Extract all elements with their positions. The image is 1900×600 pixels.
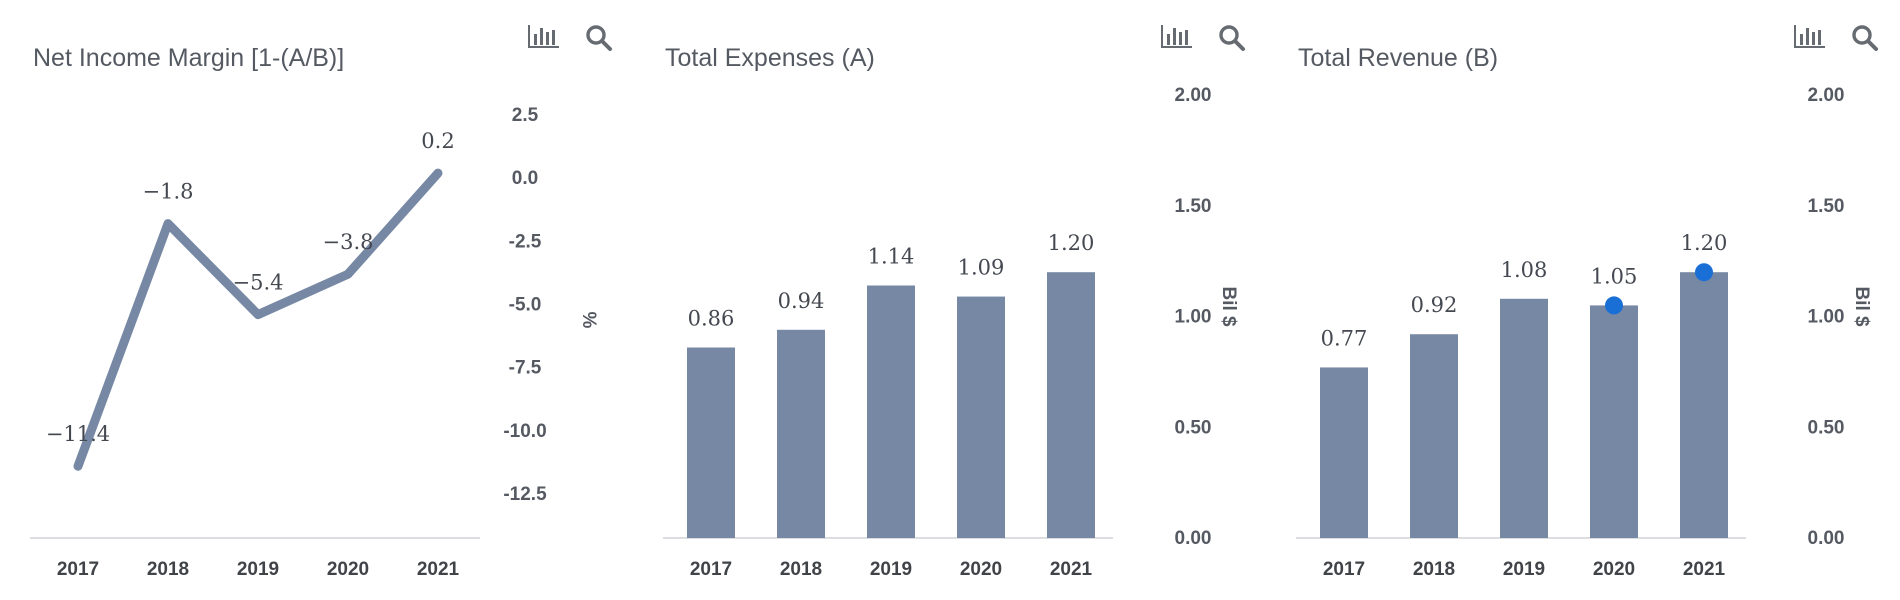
- data-label: 0.2: [421, 129, 454, 153]
- y-tick-label: -12.5: [503, 484, 547, 505]
- data-label: 1.20: [1681, 231, 1728, 255]
- data-label: 1.08: [1501, 258, 1548, 282]
- y-tick-label: -10.0: [503, 421, 546, 442]
- x-tick-label: 2020: [960, 559, 1002, 580]
- data-point: [257, 313, 259, 316]
- bar: [1680, 272, 1728, 538]
- x-tick-label: 2017: [690, 559, 732, 580]
- x-tick-label: 2018: [147, 559, 189, 580]
- y-tick-label: -5.0: [509, 295, 542, 316]
- x-tick-label: 2020: [1593, 559, 1635, 580]
- data-label: 0.86: [688, 307, 735, 331]
- data-label: 0.94: [778, 289, 825, 313]
- x-tick-label: 2019: [237, 559, 279, 580]
- chart-panel-net-income-margin: Net Income Margin [1-(A/B)] 2.5 0.0 -2.5 -5…: [0, 0, 633, 600]
- data-label: 1.09: [958, 256, 1005, 280]
- x-tick-label: 2017: [1323, 559, 1365, 580]
- data-label: −3.8: [323, 230, 374, 254]
- data-label: 0.77: [1321, 326, 1368, 350]
- x-tick-label: 2019: [870, 559, 912, 580]
- bar: [1410, 334, 1458, 538]
- y-tick-label: 1.50: [1808, 196, 1845, 217]
- bar: [867, 285, 915, 538]
- y-tick-label: 2.00: [1175, 85, 1212, 106]
- y-tick-label: -7.5: [509, 358, 542, 379]
- y-tick-label: 0.00: [1808, 528, 1845, 549]
- data-label: −11.4: [46, 422, 110, 446]
- data-point: [167, 222, 169, 225]
- chart-panel-total-revenue: Total Revenue (B) 2.00 1.50 1.00 0.50 0.00 Bi…: [1266, 0, 1900, 600]
- chart-area: 2.5 0.0 -2.5 -5.0 -7.5 -10.0 -12.5% −11.4 2017 −1…: [30, 105, 599, 580]
- x-tick-label: 2021: [1050, 559, 1093, 580]
- y-tick-label: 0.00: [1175, 528, 1212, 549]
- chart-area: 2.00 1.50 1.00 0.50 0.00 Bil $ 0.77 2017 0.92 201…: [1296, 85, 1872, 580]
- chart-panel-total-expenses: Total Expenses (A) 2.00 1.50 1.00 0.50 0.00 B…: [633, 0, 1266, 600]
- x-tick-label: 2020: [327, 559, 369, 580]
- data-point: [437, 172, 439, 175]
- data-label: 1.05: [1591, 264, 1638, 288]
- chart-area: 2.00 1.50 1.00 0.50 0.00 Bil $ 0.86 2017 0.94 201…: [663, 85, 1239, 580]
- point-marker: [1695, 263, 1713, 282]
- y-axis-label: %: [578, 312, 599, 329]
- y-tick-label: 1.00: [1808, 307, 1845, 328]
- chart-title: Net Income Margin [1-(A/B)]: [33, 44, 345, 72]
- x-tick-label: 2021: [1683, 559, 1726, 580]
- bar: [957, 296, 1005, 538]
- x-tick-label: 2019: [1503, 559, 1545, 580]
- y-axis-label: Bil $: [1218, 286, 1239, 327]
- bar: [1047, 272, 1095, 538]
- y-tick-label: 0.0: [512, 168, 538, 189]
- y-tick-label: 0.50: [1175, 417, 1212, 438]
- data-label: −5.4: [233, 271, 284, 295]
- series-line: [73, 168, 443, 471]
- y-tick-label: 1.50: [1175, 196, 1212, 217]
- y-tick-label: 2.5: [512, 105, 539, 126]
- point-marker: [1605, 296, 1623, 315]
- x-tick-label: 2018: [1413, 559, 1455, 580]
- data-label: 1.20: [1048, 231, 1095, 255]
- chart-title: Total Expenses (A): [665, 44, 875, 72]
- data-point: [77, 465, 79, 468]
- bar: [777, 329, 825, 538]
- y-axis-label: Bil $: [1851, 286, 1872, 327]
- data-label: 1.14: [868, 244, 915, 268]
- data-label: −1.8: [143, 180, 194, 204]
- data-label: 0.92: [1411, 293, 1458, 317]
- x-tick-label: 2018: [780, 559, 822, 580]
- y-tick-label: 1.00: [1175, 307, 1212, 328]
- x-tick-label: 2017: [57, 559, 99, 580]
- chart-title: Total Revenue (B): [1298, 44, 1499, 72]
- x-tick-label: 2021: [417, 559, 460, 580]
- bar: [1590, 305, 1638, 538]
- y-tick-label: 0.50: [1808, 417, 1845, 438]
- y-tick-label: 2.00: [1808, 85, 1845, 106]
- y-tick-label: -2.5: [509, 231, 542, 252]
- data-point: [347, 273, 349, 276]
- bar: [1320, 367, 1368, 538]
- bar: [1500, 298, 1548, 538]
- bar: [687, 347, 735, 538]
